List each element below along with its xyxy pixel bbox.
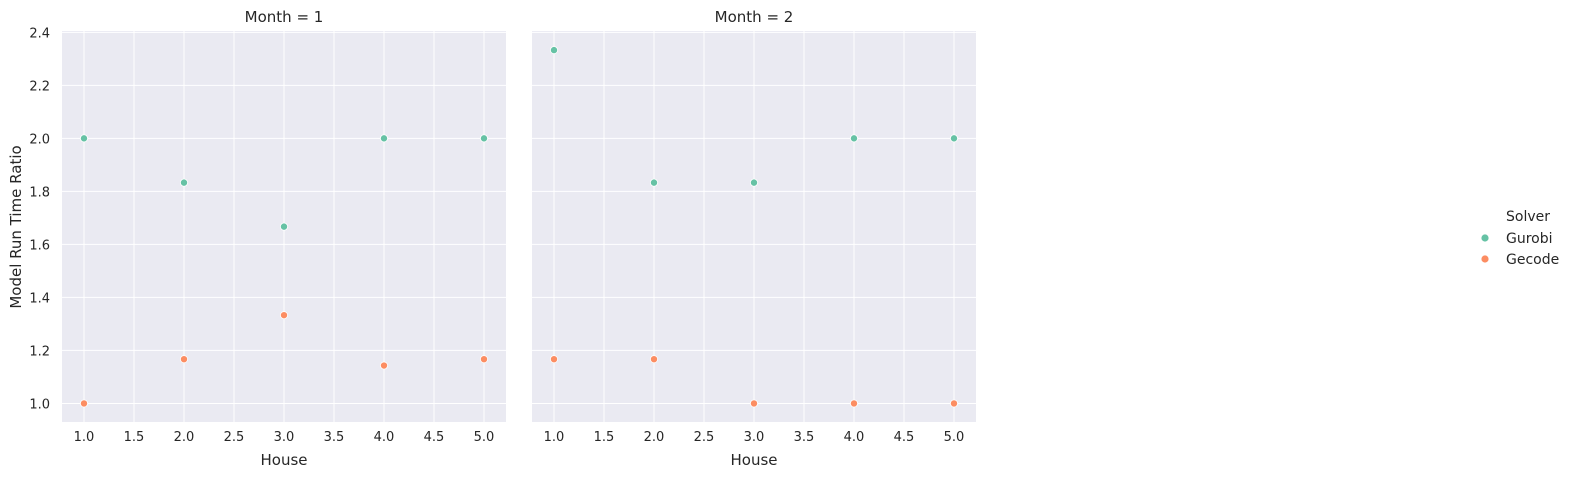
x-tick-label: 2.0 xyxy=(174,430,195,445)
x-tick-label: 3.5 xyxy=(794,430,815,445)
legend-title: Solver xyxy=(1506,209,1550,225)
legend-marker-gurobi xyxy=(1480,233,1490,243)
x-tick-label: 4.5 xyxy=(424,430,445,445)
x-tick-label: 1.0 xyxy=(544,430,565,445)
legend-marker-gecode xyxy=(1480,254,1490,264)
point-gurobi xyxy=(279,222,288,231)
point-gurobi xyxy=(479,134,488,143)
point-gecode xyxy=(550,355,559,364)
point-gecode xyxy=(750,399,759,408)
y-tick-label: 1.0 xyxy=(29,397,50,412)
panel-title: Month = 1 xyxy=(245,8,324,26)
point-gurobi xyxy=(179,178,188,187)
legend-label-gecode: Gecode xyxy=(1506,252,1559,268)
x-tick-label: 4.0 xyxy=(844,430,865,445)
y-tick-label: 1.6 xyxy=(29,238,50,253)
x-tick-label: 4.5 xyxy=(894,430,915,445)
point-gecode xyxy=(80,399,89,408)
point-gurobi xyxy=(750,178,759,187)
x-axis-label: House xyxy=(260,451,307,469)
y-tick-label: 2.0 xyxy=(29,132,50,147)
y-tick-label: 1.4 xyxy=(29,291,50,306)
x-tick-label: 2.5 xyxy=(224,430,245,445)
y-tick-label: 2.4 xyxy=(29,26,50,41)
x-tick-label: 1.0 xyxy=(74,430,95,445)
point-gurobi xyxy=(850,134,859,143)
x-tick-label: 3.5 xyxy=(324,430,345,445)
point-gecode xyxy=(479,355,488,364)
legend-label-gurobi: Gurobi xyxy=(1506,231,1553,247)
x-tick-label: 5.0 xyxy=(944,430,965,445)
point-gurobi xyxy=(650,178,659,187)
x-tick-label: 1.5 xyxy=(124,430,145,445)
x-tick-label: 3.0 xyxy=(744,430,765,445)
point-gecode xyxy=(179,355,188,364)
legend: Solver Gurobi Gecode xyxy=(1480,209,1559,268)
y-tick-label: 2.2 xyxy=(29,79,50,94)
point-gurobi xyxy=(80,134,89,143)
panel-month-2: Month = 2 1.0 1.5 2.0 2.5 3.0 3.5 4.0 4.5 5.0 xyxy=(532,8,976,445)
point-gecode xyxy=(850,399,859,408)
y-tick-label: 1.2 xyxy=(29,344,50,359)
x-tick-label: 1.5 xyxy=(594,430,615,445)
point-gecode xyxy=(379,361,388,370)
y-axis-label: Model Run Time Ratio xyxy=(7,145,25,308)
point-gurobi xyxy=(950,134,959,143)
x-tick-label: 3.0 xyxy=(274,430,295,445)
x-tick-label: 2.5 xyxy=(694,430,715,445)
x-tick-label: 4.0 xyxy=(374,430,395,445)
x-tick-label: 5.0 xyxy=(474,430,495,445)
panel-title: Month = 2 xyxy=(715,8,794,26)
point-gecode xyxy=(950,399,959,408)
y-tick-label: 1.8 xyxy=(29,185,50,200)
point-gecode xyxy=(279,311,288,320)
x-tick-label: 2.0 xyxy=(644,430,665,445)
point-gecode xyxy=(650,355,659,364)
point-gurobi xyxy=(379,134,388,143)
panel-month-1: Month = 1 1.0 1.5 2.0 2.5 3.0 3.5 4.0 4.5 5.0 1.0… xyxy=(29,8,506,445)
x-axis-label: House xyxy=(730,451,777,469)
point-gurobi xyxy=(550,46,559,55)
